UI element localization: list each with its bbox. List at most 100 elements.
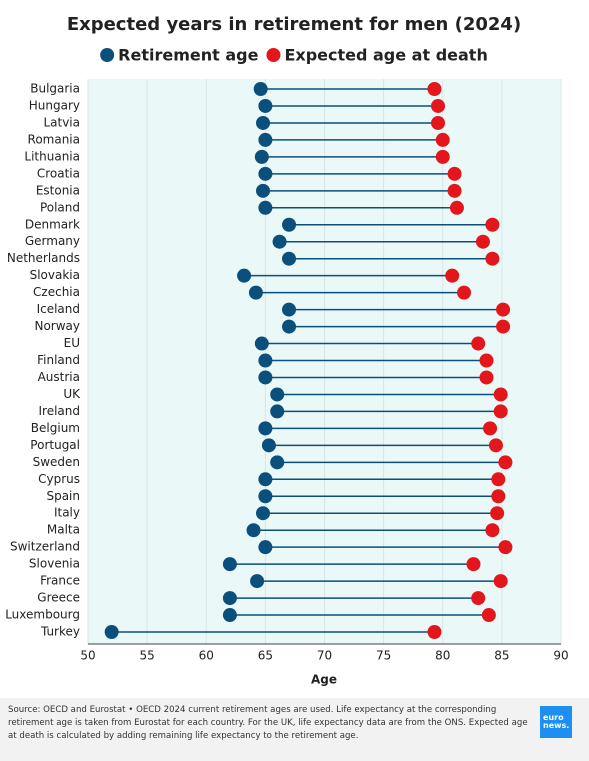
x-tick-label: 85 <box>494 649 509 663</box>
dot <box>258 166 273 181</box>
dot <box>282 302 297 317</box>
dot <box>447 183 462 198</box>
y-tick-label: Italy <box>54 506 80 520</box>
dot <box>435 132 450 147</box>
y-tick-label: Bulgaria <box>30 82 80 96</box>
dot <box>498 540 513 555</box>
dot <box>256 183 271 198</box>
x-tick-label: 65 <box>258 649 273 663</box>
logo: euro news. <box>540 706 572 738</box>
dot <box>222 608 237 623</box>
y-tick-label: Luxembourg <box>5 608 80 622</box>
dot <box>483 421 498 436</box>
dot <box>272 234 287 249</box>
legend-marker <box>100 48 115 62</box>
x-tick-label: 50 <box>80 649 95 663</box>
dot <box>449 200 464 215</box>
x-tick-label: 70 <box>317 649 332 663</box>
dot <box>258 200 273 215</box>
x-tick-label: 60 <box>199 649 214 663</box>
dot <box>258 98 273 113</box>
dot <box>258 472 273 487</box>
y-tick-label: Greece <box>37 591 80 605</box>
dot <box>222 557 237 572</box>
y-tick-label: Romania <box>28 132 80 146</box>
dot <box>246 523 261 538</box>
dot <box>490 506 505 521</box>
dot <box>431 98 446 113</box>
y-tick-label: Poland <box>40 200 80 214</box>
dot <box>258 132 273 147</box>
dot <box>258 489 273 504</box>
y-tick-label: Netherlands <box>7 251 80 265</box>
y-tick-label: Iceland <box>37 302 80 316</box>
dot <box>282 319 297 334</box>
chart-title: Expected years in retirement for men (20… <box>67 14 521 35</box>
dot <box>261 438 276 453</box>
dot <box>254 336 269 351</box>
y-tick-label: Denmark <box>25 217 80 231</box>
dot <box>498 455 513 470</box>
dot <box>256 115 271 130</box>
dot <box>237 268 252 283</box>
dot <box>447 166 462 181</box>
x-tick-label: 90 <box>553 649 568 663</box>
logo-line: euro <box>543 713 564 722</box>
dot <box>256 506 271 521</box>
dot <box>481 608 496 623</box>
dot <box>485 523 500 538</box>
y-tick-label: Germany <box>25 234 80 248</box>
y-tick-label: Sweden <box>33 455 80 469</box>
dot <box>282 217 297 232</box>
y-tick-label: Turkey <box>40 625 80 639</box>
dot <box>471 336 486 351</box>
dot <box>248 285 263 300</box>
y-tick-label: Norway <box>34 319 80 333</box>
dot <box>222 591 237 606</box>
dot <box>258 540 273 555</box>
dot <box>258 353 273 368</box>
y-tick-label: Hungary <box>29 98 80 112</box>
y-tick-label: Latvia <box>43 115 80 129</box>
dot <box>485 251 500 266</box>
dot <box>457 285 472 300</box>
dot <box>496 319 511 334</box>
dot <box>427 625 442 639</box>
dot <box>435 149 450 164</box>
dot <box>253 82 268 96</box>
y-tick-label: Belgium <box>31 421 80 435</box>
dot <box>282 251 297 266</box>
y-tick-label: UK <box>63 387 81 401</box>
y-tick-label: Spain <box>46 489 80 503</box>
dot <box>491 472 506 487</box>
source-note: Source: OECD and Eurostat • OECD 2024 cu… <box>8 705 528 741</box>
y-tick-label: Slovakia <box>30 268 80 282</box>
dot <box>445 268 460 283</box>
dot <box>270 404 285 419</box>
dot <box>431 115 446 130</box>
dot <box>475 234 490 249</box>
dot <box>493 574 508 589</box>
dot <box>258 421 273 436</box>
y-tick-label: Portugal <box>30 438 80 452</box>
dot <box>250 574 265 589</box>
y-tick-label: Finland <box>37 353 80 367</box>
legend-marker <box>266 48 281 62</box>
y-tick-label: Ireland <box>38 404 80 418</box>
dot <box>491 489 506 504</box>
x-tick-label: 80 <box>435 649 450 663</box>
dot <box>493 404 508 419</box>
dot <box>270 387 285 402</box>
y-tick-label: Switzerland <box>10 540 80 554</box>
x-tick-label: 55 <box>139 649 154 663</box>
y-tick-label: Croatia <box>37 166 80 180</box>
y-tick-label: Estonia <box>36 183 80 197</box>
logo-line: news. <box>543 721 570 730</box>
y-tick-label: Lithuania <box>24 149 80 163</box>
footer: Source: OECD and Eurostat • OECD 2024 cu… <box>0 698 589 761</box>
x-axis-label: Age <box>311 673 337 687</box>
dot <box>104 625 119 639</box>
y-tick-label: Slovenia <box>29 557 80 571</box>
dot <box>254 149 269 164</box>
chart: Expected years in retirement for men (20… <box>5 14 568 687</box>
